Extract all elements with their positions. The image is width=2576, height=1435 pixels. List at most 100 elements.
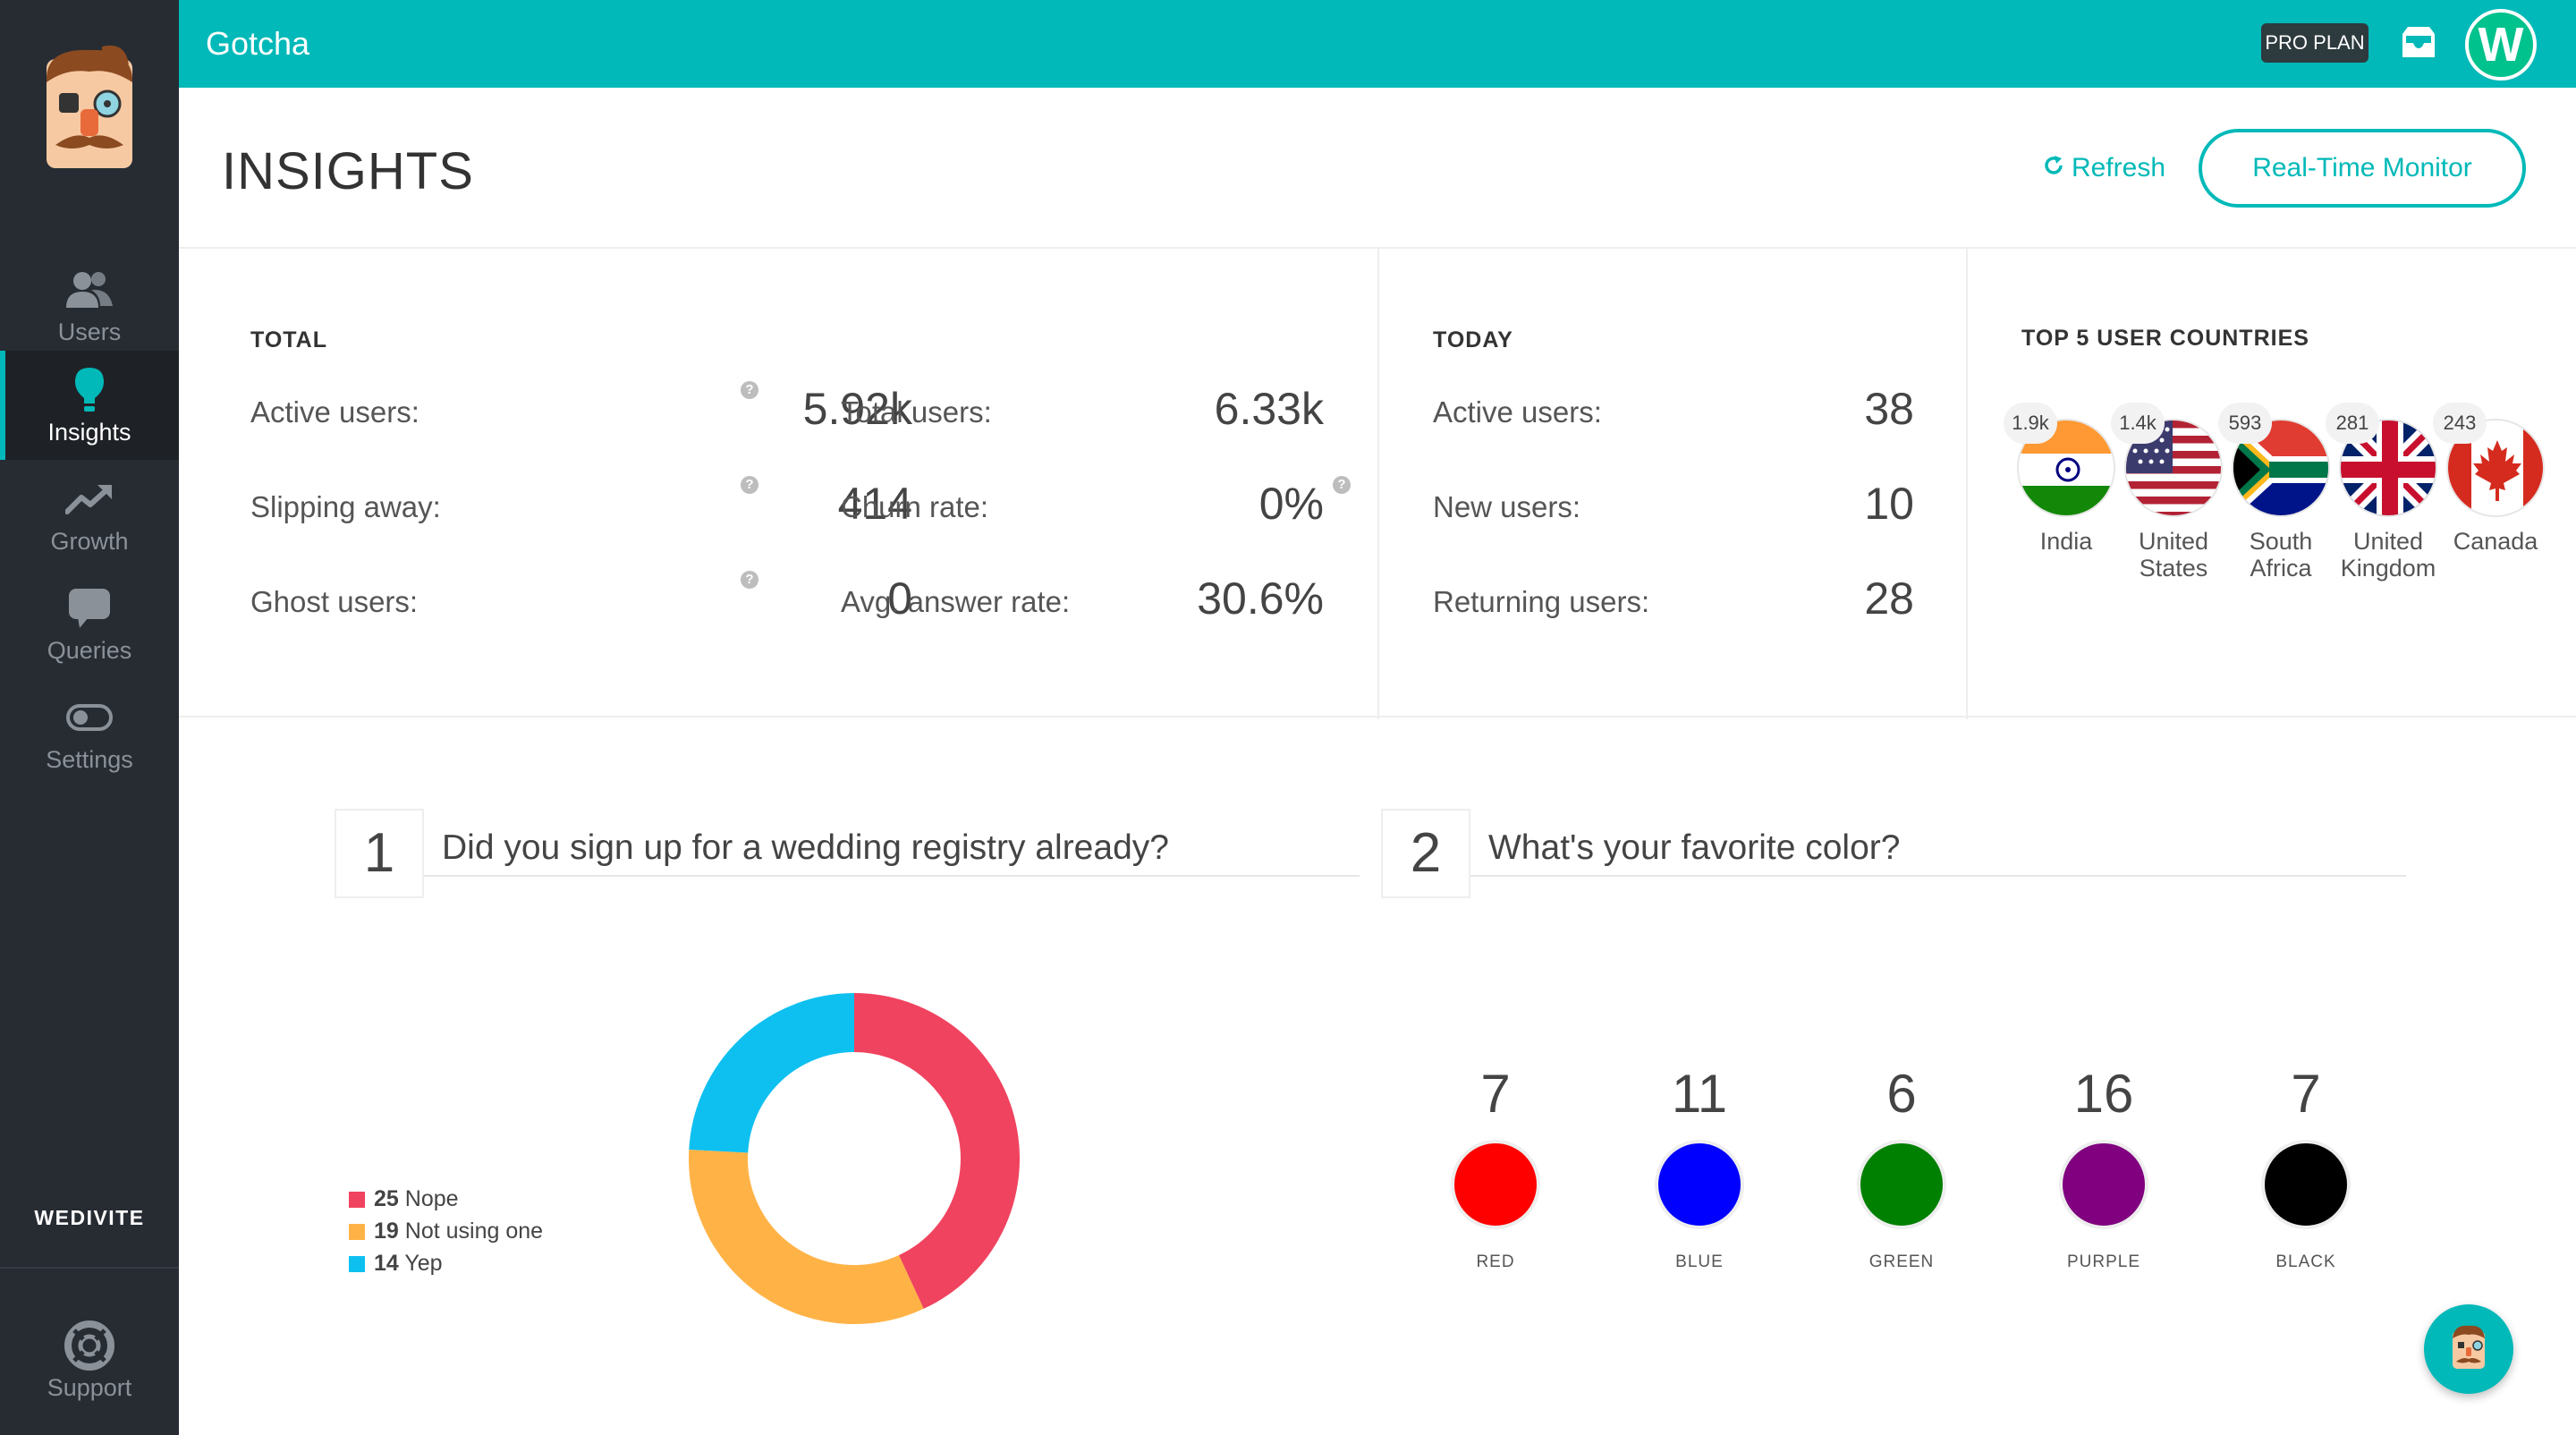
question-number: 1 — [335, 809, 424, 898]
stat-label: New users: — [1433, 490, 1581, 523]
answer-count: 7 — [1480, 1064, 1511, 1124]
country-count-badge: 243 — [2433, 403, 2487, 444]
top-bar: Gotcha PRO PLAN W — [179, 0, 2576, 88]
refresh-label: Refresh — [2072, 153, 2166, 183]
donut-segment-yep — [689, 993, 855, 1154]
question-text[interactable]: Did you sign up for a wedding registry a… — [442, 828, 1169, 867]
country-name: United Kingdom — [2340, 528, 2436, 582]
color-swatch — [2261, 1140, 2351, 1229]
sidebar-item-insights[interactable]: Insights — [0, 351, 179, 460]
chat-launcher-button[interactable] — [2424, 1304, 2513, 1394]
refresh-icon — [2043, 153, 2064, 183]
stat-label: Total users: — [841, 395, 992, 429]
country-count-badge: 1.9k — [2004, 403, 2057, 444]
sidebar-item-settings[interactable]: Settings — [0, 678, 179, 787]
sidebar-item-support[interactable]: Support — [0, 1306, 179, 1415]
help-icon[interactable]: ? — [741, 571, 758, 589]
country-count-badge: 281 — [2326, 403, 2379, 444]
answer-count: 11 — [1671, 1064, 1728, 1124]
legend-item: 25 Nope — [349, 1186, 459, 1212]
color-label: GREEN — [1868, 1252, 1935, 1271]
stat-value: 5.92k — [802, 384, 912, 434]
refresh-button[interactable]: Refresh — [2043, 150, 2165, 186]
answer-count: 7 — [2291, 1064, 2321, 1124]
trend-up-icon — [63, 476, 116, 522]
stat-value: 28 — [1864, 573, 1914, 624]
legend-label: Not using one — [404, 1218, 544, 1244]
color-swatch — [2059, 1140, 2148, 1229]
question-underline — [424, 875, 1360, 877]
legend-label: Nope — [404, 1186, 459, 1211]
stat-label: Churn rate: — [841, 490, 989, 523]
lifebuoy-icon — [63, 1320, 116, 1371]
stat-value: 6.33k — [1214, 384, 1324, 434]
stat-label: Slipping away: — [250, 490, 441, 523]
country-count-badge: 1.4k — [2111, 403, 2165, 444]
sidebar-item-label: Users — [57, 318, 122, 345]
stat-value: 0% — [1258, 479, 1324, 529]
realtime-monitor-button[interactable]: Real-Time Monitor — [2199, 129, 2526, 208]
legend-swatch — [349, 1191, 365, 1208]
legend-label: Yep — [404, 1251, 443, 1276]
chat-bubble-icon — [63, 585, 116, 632]
question-underline — [1470, 875, 2406, 877]
legend-item: 14 Yep — [349, 1251, 443, 1277]
app-name: Gotcha — [206, 25, 310, 62]
sidebar-item-growth[interactable]: Growth — [0, 460, 179, 569]
color-label: BLUE — [1675, 1252, 1724, 1271]
help-icon[interactable]: ? — [741, 476, 758, 494]
countries-title: TOP 5 USER COUNTRIES — [2021, 326, 2309, 351]
plan-badge[interactable]: PRO PLAN — [2261, 23, 2368, 63]
sidebar-item-label: Insights — [47, 419, 131, 446]
country-name: South Africa — [2249, 528, 2313, 582]
stat-label: Avg. answer rate: — [841, 585, 1071, 618]
color-swatch — [1655, 1140, 1744, 1229]
lightbulb-icon — [63, 367, 116, 413]
gotcha-logo[interactable] — [39, 41, 140, 175]
toggle-icon — [63, 694, 116, 741]
stat-label: Returning users: — [1433, 585, 1650, 618]
user-avatar[interactable]: W — [2465, 9, 2537, 81]
sidebar-item-users[interactable]: Users — [0, 250, 179, 360]
stat-label: Active users: — [1433, 395, 1602, 429]
help-icon[interactable]: ? — [1333, 476, 1351, 494]
color-label: RED — [1476, 1252, 1515, 1271]
page-title: INSIGHTS — [222, 142, 474, 200]
inbox-icon[interactable] — [2397, 21, 2440, 64]
sidebar-item-label: Settings — [46, 746, 133, 773]
country-name: Canada — [2453, 528, 2538, 555]
team-name[interactable]: WEDIVITE — [34, 1206, 145, 1229]
color-label: BLACK — [2275, 1252, 2336, 1271]
legend-swatch — [349, 1255, 365, 1272]
color-label: PURPLE — [2066, 1252, 2141, 1271]
stat-value: 0 — [887, 573, 912, 624]
stat-label: Active users: — [250, 395, 419, 429]
sidebar-item-label: Support — [47, 1374, 132, 1401]
registry-donut-chart — [689, 993, 1020, 1324]
stat-value: 38 — [1864, 384, 1914, 434]
india-flag-icon — [2017, 419, 2115, 517]
color-swatch — [1857, 1140, 1946, 1229]
stats-panel: TOTAL Active users: 5.92k ? Slipping awa… — [179, 247, 2576, 719]
total-title: TOTAL — [250, 327, 328, 352]
legend-item: 19 Not using one — [349, 1218, 543, 1244]
stat-label: Ghost users: — [250, 585, 419, 618]
sidebar-item-queries[interactable]: Queries — [0, 569, 179, 678]
country-count-badge: 593 — [2218, 403, 2272, 444]
stat-value: 10 — [1864, 479, 1914, 529]
sidebar-divider — [0, 1267, 179, 1269]
answer-count: 16 — [2073, 1064, 2134, 1124]
sidebar-item-label: Growth — [50, 528, 129, 555]
question-text[interactable]: What's your favorite color? — [1488, 828, 1901, 867]
sidebar: Users Insights Growth Queries Settings W… — [0, 0, 179, 1435]
legend-value: 19 — [374, 1218, 399, 1244]
sidebar-item-label: Queries — [47, 637, 132, 664]
question-number: 2 — [1381, 809, 1470, 898]
stat-value: 414 — [837, 479, 912, 529]
donut-segment-not-using-one — [689, 1150, 924, 1324]
legend-swatch — [349, 1223, 365, 1240]
help-icon[interactable]: ? — [741, 381, 758, 399]
mascot-icon — [2453, 1325, 2485, 1369]
today-title: TODAY — [1433, 327, 1513, 352]
country-name: India — [2039, 528, 2093, 555]
